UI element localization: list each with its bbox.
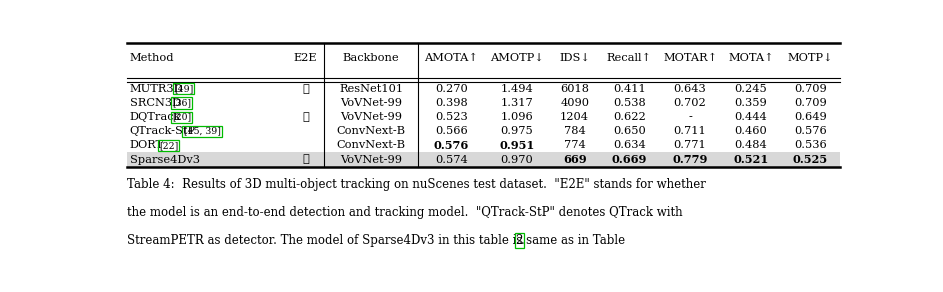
Text: StreamPETR as detector. The model of Sparse4Dv3 in this table is same as in Tabl: StreamPETR as detector. The model of Spa… [126,234,629,247]
Text: ✓: ✓ [302,84,308,94]
Text: MOTA↑: MOTA↑ [728,53,774,63]
Text: the model is an end-to-end detection and tracking model.  "QTrack-StP" denotes Q: the model is an end-to-end detection and… [126,206,683,219]
Text: 0.270: 0.270 [435,84,468,94]
Text: 0.359: 0.359 [735,98,768,108]
Text: SRCN3D: SRCN3D [129,98,181,108]
Text: 1204: 1204 [560,112,589,122]
Text: [49]: [49] [174,84,193,93]
Text: 0.970: 0.970 [501,154,534,164]
Text: 0.576: 0.576 [434,140,469,151]
Text: Recall↑: Recall↑ [606,53,652,63]
Text: 0.460: 0.460 [735,126,768,136]
Text: -: - [688,112,692,122]
Text: 6018: 6018 [560,84,589,94]
Text: 0.574: 0.574 [435,154,468,164]
Text: 0.669: 0.669 [611,154,647,165]
Text: 0.521: 0.521 [734,154,769,165]
Text: ConvNext-B: ConvNext-B [337,140,405,150]
Text: VoVNet-99: VoVNet-99 [340,112,402,122]
Text: ✓: ✓ [302,154,308,164]
Text: DORT: DORT [129,140,164,150]
Text: 0.536: 0.536 [794,140,827,150]
Text: VoVNet-99: VoVNet-99 [340,98,402,108]
Text: 774: 774 [564,140,586,150]
Text: Sparse4Dv3: Sparse4Dv3 [129,154,200,164]
Text: 0.975: 0.975 [501,126,534,136]
Text: 669: 669 [563,154,587,165]
Text: 0.634: 0.634 [613,140,646,150]
Text: QTrack-StP: QTrack-StP [129,126,195,136]
Text: 0.411: 0.411 [613,84,646,94]
Text: 0.398: 0.398 [435,98,468,108]
Text: 0.650: 0.650 [613,126,646,136]
Text: IDS↓: IDS↓ [559,53,590,63]
Text: 0.538: 0.538 [613,98,646,108]
Text: 0.711: 0.711 [673,126,706,136]
Text: AMOTA↑: AMOTA↑ [424,53,478,63]
Text: [22]: [22] [158,141,178,150]
Text: .: . [521,234,525,247]
Text: 784: 784 [564,126,586,136]
Text: 2: 2 [516,234,523,247]
Text: Method: Method [129,53,174,63]
Text: 0.702: 0.702 [673,98,706,108]
Text: MOTAR↑: MOTAR↑ [663,53,717,63]
Text: 1.494: 1.494 [501,84,534,94]
Text: 0.484: 0.484 [735,140,768,150]
Text: ResNet101: ResNet101 [339,84,404,94]
Text: ✓: ✓ [302,112,308,122]
Text: [45, 39]: [45, 39] [184,127,221,136]
Text: VoVNet-99: VoVNet-99 [340,154,402,164]
Text: Table 4:  Results of 3D multi-object tracking on nuScenes test dataset.  "E2E" s: Table 4: Results of 3D multi-object trac… [126,178,705,191]
Text: DQTrack: DQTrack [129,112,181,122]
Text: 4090: 4090 [560,98,589,108]
Text: [36]: [36] [172,98,191,107]
Text: 0.771: 0.771 [673,140,706,150]
Text: 0.951: 0.951 [499,140,535,151]
Text: MOTP↓: MOTP↓ [787,53,833,63]
Text: 0.525: 0.525 [793,154,828,165]
Text: ConvNext-B: ConvNext-B [337,126,405,136]
Text: 0.566: 0.566 [435,126,468,136]
Text: 0.649: 0.649 [794,112,827,122]
Text: 1.096: 1.096 [501,112,534,122]
Text: AMOTP↓: AMOTP↓ [490,53,544,63]
Text: 0.709: 0.709 [794,98,827,108]
Text: E2E: E2E [293,53,317,63]
Text: 0.576: 0.576 [794,126,827,136]
Text: 0.444: 0.444 [735,112,768,122]
Text: 0.622: 0.622 [613,112,646,122]
Text: 0.643: 0.643 [673,84,706,94]
Text: MUTR3D: MUTR3D [129,84,183,94]
Text: 0.245: 0.245 [735,84,768,94]
Text: 1.317: 1.317 [501,98,534,108]
Text: 0.779: 0.779 [672,154,708,165]
Text: 0.709: 0.709 [794,84,827,94]
Text: Backbone: Backbone [342,53,400,63]
Text: 0.523: 0.523 [435,112,468,122]
Bar [126,152,840,166]
Text: [20]: [20] [173,113,191,122]
